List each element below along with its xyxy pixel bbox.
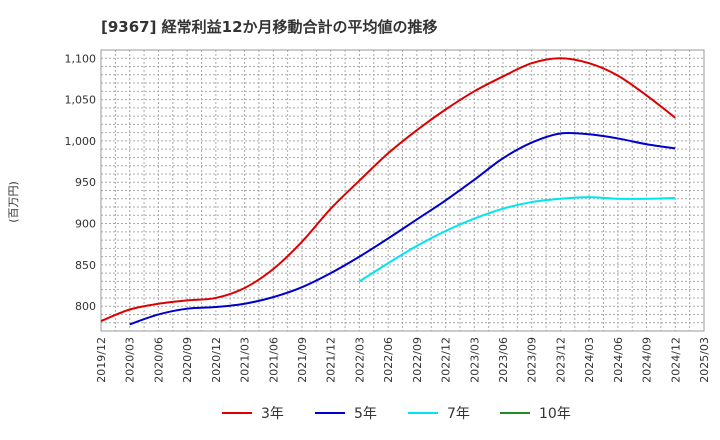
x-tick-label: 2024/12 [669, 337, 682, 383]
x-tick-label: 2020/12 [210, 337, 223, 383]
x-tick-label: 2023/06 [497, 337, 510, 383]
legend-label: 7年 [447, 406, 470, 422]
x-tick-label: 2020/06 [152, 337, 165, 383]
x-axis: 2019/12 2020/03 2020/06 2020/09 2020/12 2021/… [95, 337, 711, 383]
x-tick-label: 2023/12 [554, 337, 567, 383]
x-tick-label: 2021/03 [239, 337, 252, 383]
x-tick-label: 2025/03 [698, 337, 711, 383]
x-tick-label: 2021/09 [296, 337, 309, 383]
series-line-3 [358, 196, 676, 283]
y-tick-label: 900 [75, 218, 96, 231]
y-axis-label: (百万円) [7, 181, 20, 223]
x-tick-label: 2023/09 [526, 337, 539, 383]
series-line-1 [100, 57, 676, 323]
x-tick-label: 2021/06 [267, 337, 280, 383]
legend-label: 3年 [261, 406, 284, 422]
y-tick-label: 1,050 [65, 94, 97, 107]
x-tick-label: 2019/12 [95, 337, 108, 383]
series-group [100, 57, 676, 326]
x-tick-label: 2020/03 [124, 337, 137, 383]
y-tick-label: 850 [75, 259, 96, 272]
x-tick-label: 2021/12 [325, 337, 338, 383]
x-tick-label: 2024/06 [612, 337, 625, 383]
legend-label: 10年 [539, 406, 571, 422]
x-tick-label: 2022/03 [353, 337, 366, 383]
y-axis: 800 850 900 950 1,000 1,050 1,100 [65, 52, 97, 313]
y-tick-label: 1,100 [65, 52, 97, 65]
y-tick-label: 950 [75, 176, 96, 189]
x-tick-label: 2024/03 [583, 337, 596, 383]
y-tick-label: 1,000 [65, 135, 97, 148]
chart-title: [9367] 経常利益12か月移動合計の平均値の推移 [101, 18, 438, 36]
x-tick-label: 2024/09 [641, 337, 654, 383]
legend-label: 5年 [354, 406, 377, 422]
legend: 3年 5年 7年 10年 [222, 406, 571, 422]
x-tick-label: 2020/09 [181, 337, 194, 383]
x-tick-label: 2022/06 [382, 337, 395, 383]
x-tick-label: 2022/12 [440, 337, 453, 383]
x-tick-label: 2022/09 [411, 337, 424, 383]
plot-area [100, 49, 705, 332]
grid [100, 50, 705, 331]
y-tick-label: 800 [75, 300, 96, 313]
series-line-2 [129, 131, 676, 326]
x-tick-label: 2023/03 [468, 337, 481, 383]
